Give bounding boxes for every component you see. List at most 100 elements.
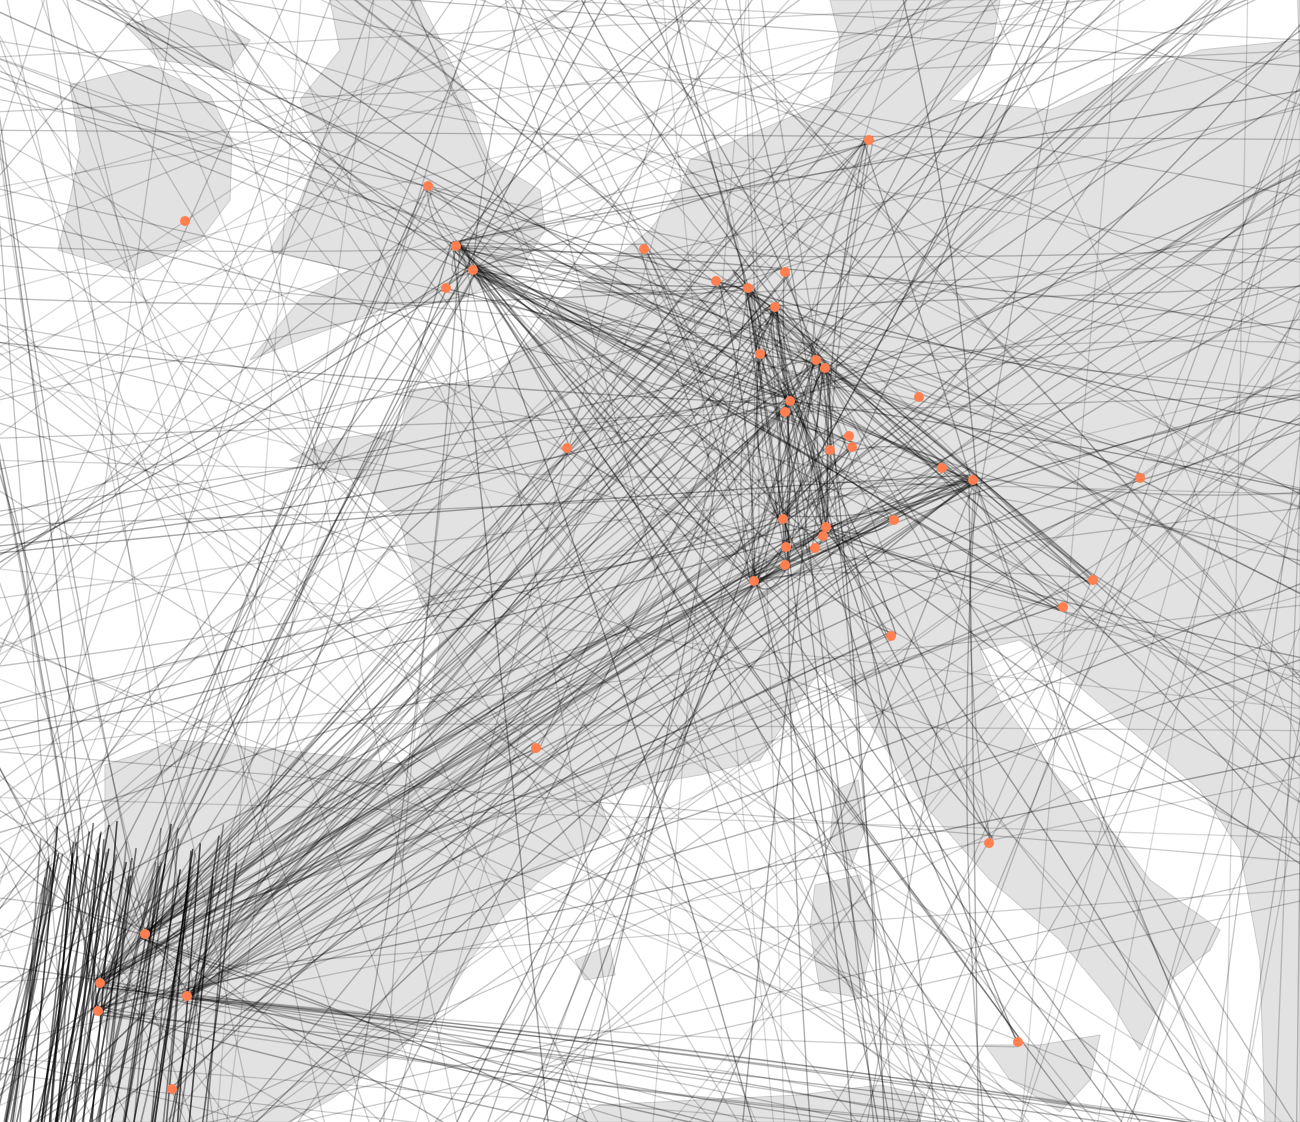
airport-marker[interactable] [423, 181, 433, 191]
flight-track [732, 270, 749, 287]
airport-marker[interactable] [886, 631, 896, 641]
airport-marker[interactable] [1135, 473, 1145, 483]
airport-marker[interactable] [1013, 1037, 1023, 1047]
flight-track [826, 137, 867, 532]
flight-track [0, 264, 476, 556]
airport-marker[interactable] [825, 445, 835, 455]
flight-track [34, 403, 792, 1122]
airport-marker[interactable] [889, 515, 899, 525]
airport-marker[interactable] [821, 522, 831, 532]
airport-marker[interactable] [984, 838, 994, 848]
airport-marker[interactable] [1088, 575, 1098, 585]
airport-marker[interactable] [531, 743, 541, 753]
flight-track [459, 241, 623, 1122]
airport-marker[interactable] [937, 463, 947, 473]
flight-track [773, 310, 1092, 581]
flight-track [454, 244, 825, 365]
flight-track [188, 395, 923, 994]
flight-track [738, 0, 760, 586]
airport-marker[interactable] [781, 542, 791, 552]
flight-track [170, 524, 831, 1089]
airport-marker[interactable] [711, 276, 721, 286]
airport-marker[interactable] [780, 267, 790, 277]
airport-marker[interactable] [743, 283, 753, 293]
flight-track [253, 360, 1300, 1122]
flight-track [750, 287, 795, 398]
flight-track [186, 284, 1300, 996]
flight-track [477, 270, 795, 401]
flight-track [816, 359, 976, 484]
flight-track [972, 474, 1226, 1122]
flight-track [460, 50, 1300, 243]
airport-marker[interactable] [780, 407, 790, 417]
airport-marker[interactable] [810, 543, 820, 553]
airport-marker[interactable] [441, 283, 451, 293]
airport-marker[interactable] [778, 514, 788, 524]
flight-track [104, 876, 130, 1122]
airport-marker[interactable] [780, 560, 790, 570]
airport-marker[interactable] [451, 241, 461, 251]
flight-track [103, 523, 781, 986]
flight-track [0, 582, 194, 1122]
flight-track [75, 0, 828, 372]
flight-track [102, 1014, 1111, 1122]
flight-track [825, 530, 1217, 1122]
airport-marker[interactable] [95, 978, 105, 988]
flight-track [0, 108, 1300, 401]
flight-track [187, 371, 822, 1000]
flight-track [0, 473, 142, 931]
flight-track [5, 877, 46, 1122]
flight-track [0, 0, 1084, 292]
airport-marker[interactable] [770, 302, 780, 312]
flight-track [0, 897, 150, 931]
flight-track [99, 749, 535, 1010]
airport-marker[interactable] [785, 396, 795, 406]
airport-marker[interactable] [749, 576, 759, 586]
flight-track [510, 0, 780, 519]
flight-track [472, 0, 986, 276]
flight-track [719, 279, 775, 304]
airport-marker[interactable] [182, 991, 192, 1001]
flight-track [898, 158, 1300, 1122]
flight-track [146, 0, 926, 939]
airport-marker[interactable] [968, 475, 978, 485]
airport-marker[interactable] [864, 135, 874, 145]
airport-marker[interactable] [820, 363, 830, 373]
airport-marker[interactable] [914, 392, 924, 402]
flight-track [470, 264, 1066, 611]
airport-marker[interactable] [639, 244, 649, 254]
flight-track [0, 0, 1041, 1065]
flight-track [0, 964, 183, 995]
airport-marker[interactable] [562, 443, 572, 453]
flight-track [793, 396, 1020, 1047]
airport-marker[interactable] [811, 355, 821, 365]
flight-track [452, 250, 549, 1122]
flight-track [756, 363, 822, 581]
flight-track [590, 0, 1300, 698]
airport-marker[interactable] [93, 1006, 103, 1016]
flight-track [184, 742, 533, 1000]
airport-marker[interactable] [818, 531, 828, 541]
flight-track [214, 0, 792, 401]
airport-marker[interactable] [140, 929, 150, 939]
airport-marker[interactable] [180, 216, 190, 226]
airport-marker[interactable] [1058, 602, 1068, 612]
flight-track [186, 139, 866, 997]
airport-marker[interactable] [167, 1084, 177, 1094]
flight-track [0, 388, 1053, 1122]
airport-marker[interactable] [755, 349, 765, 359]
flight-track [0, 0, 1116, 58]
airport-marker[interactable] [847, 442, 857, 452]
land-sicily [984, 1034, 1101, 1113]
flight-track [0, 115, 146, 932]
airport-marker[interactable] [844, 431, 854, 441]
flight-track [479, 0, 1300, 304]
flight-track [101, 528, 824, 987]
flight-track [97, 0, 475, 273]
flight-track [0, 362, 829, 649]
flight-track [475, 267, 856, 445]
airport-marker[interactable] [468, 265, 478, 275]
flight-track [148, 350, 765, 932]
flight-track [742, 368, 824, 1122]
